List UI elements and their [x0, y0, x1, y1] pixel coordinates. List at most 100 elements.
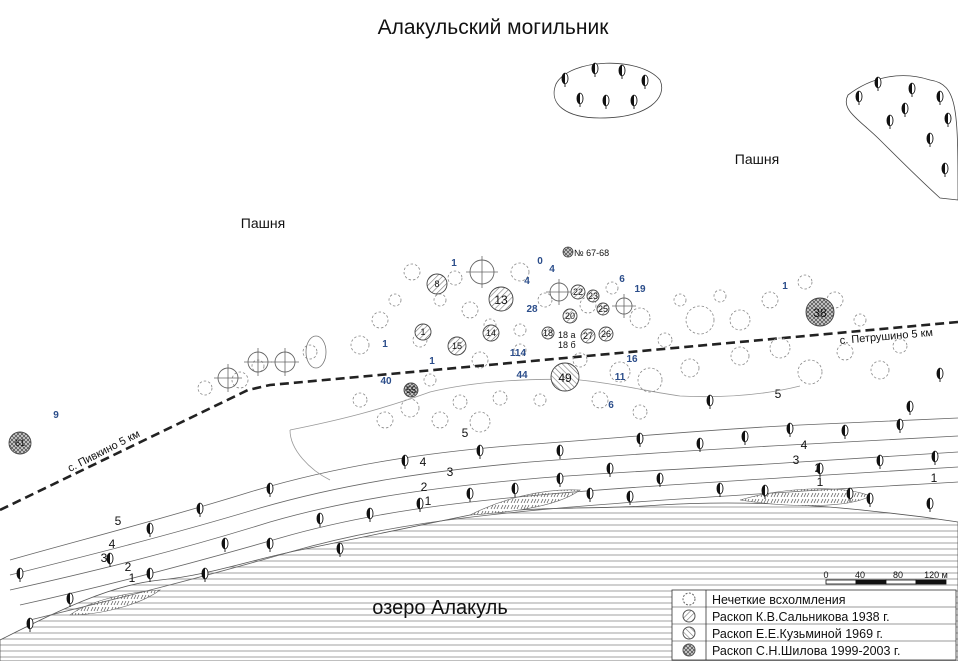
tree-icon [201, 567, 209, 582]
kurgan-marker: 22 [570, 284, 586, 300]
tree-icon [626, 490, 634, 505]
contour-label: 1 [931, 471, 938, 485]
tree-icon [266, 537, 274, 552]
tree-icon [602, 94, 610, 109]
faint-mound [870, 360, 890, 380]
faint-mound [469, 411, 491, 433]
excavation-number: 4 [549, 264, 555, 275]
tree-icon [936, 367, 944, 382]
kurgan-number: 1 [420, 327, 425, 337]
contour-label: 5 [115, 514, 122, 528]
contour-label: 1 [425, 494, 432, 508]
faint-mound [376, 411, 394, 429]
tree-icon [591, 62, 599, 77]
kurgan-number: 25 [598, 304, 608, 314]
tree-icon [416, 497, 424, 512]
tree-icon [618, 64, 626, 79]
scale-tick: 0 [823, 570, 828, 580]
tree-icon [786, 422, 794, 437]
road [0, 320, 958, 512]
faint-mound [513, 323, 527, 337]
tree-icon [874, 76, 882, 91]
tree-icon [196, 502, 204, 517]
kurgan-marker: 55 [403, 382, 419, 398]
excavation-number: 9 [53, 410, 59, 421]
excavation-number: 28 [526, 304, 538, 315]
tree-icon [556, 472, 564, 487]
tree-icon [761, 484, 769, 499]
tree-icon [886, 114, 894, 129]
tree-icon [26, 617, 34, 632]
tree-icon [66, 592, 74, 607]
excavation-number: 1 [382, 339, 388, 350]
map-title: Алакульский могильник [378, 16, 610, 39]
tree-icon [511, 482, 519, 497]
tree-icon [936, 90, 944, 105]
contour-label: 3 [793, 453, 800, 467]
kurgan-number: 27 [583, 331, 593, 341]
faint-mound [431, 411, 449, 429]
faint-mound [231, 371, 249, 389]
tree-icon [901, 102, 909, 117]
faint-mound [680, 358, 700, 378]
tree-icon [656, 472, 664, 487]
tree-icon [931, 450, 939, 465]
tree-icon [606, 462, 614, 477]
excavation-number: 40 [380, 376, 392, 387]
kurgan-marker [562, 246, 574, 258]
mound-marker [466, 256, 498, 288]
excavation-number: 6 [608, 400, 614, 411]
kurgan-marker: 61 [8, 431, 32, 455]
kurgan-marker: 14 [482, 324, 500, 342]
scale-tick: 120 м [924, 570, 948, 580]
kurgan-number: 20 [565, 311, 575, 321]
kurgan-marker: 13 [488, 286, 514, 312]
tree-icon [401, 454, 409, 469]
kurgan-number: 49 [558, 371, 572, 385]
tree-icon [876, 454, 884, 469]
kurgan-sublabel: 18 б [558, 340, 576, 350]
excavation-number: 4 [524, 276, 530, 287]
faint-mound [452, 394, 468, 410]
excavation-number: 16 [626, 354, 638, 365]
tree-icon [556, 444, 564, 459]
kurgan-number: 18 [543, 328, 553, 338]
faint-mound [423, 373, 437, 387]
reed-area [469, 489, 581, 516]
tree-icon [561, 72, 569, 87]
kurgan-number: 8 [434, 279, 439, 289]
scale-tick: 40 [855, 570, 865, 580]
faint-mound [461, 301, 479, 319]
kurgan-marker: 23 [586, 289, 600, 303]
excavation-number: 1 [429, 356, 435, 367]
tree-icon [641, 74, 649, 89]
tree-icon [146, 522, 154, 537]
dashed-circle-icon [682, 592, 696, 606]
excavation-number: 19 [634, 284, 646, 295]
excavation-number: 6 [619, 274, 625, 285]
excavation-number: 1 [782, 281, 788, 292]
faint-mound [388, 293, 402, 307]
faint-mound [510, 262, 530, 282]
tree-icon [716, 482, 724, 497]
faint-mounds-group [197, 256, 908, 433]
faint-mound [761, 291, 779, 309]
faint-mound [797, 359, 823, 385]
kurgan-marker: 49 [550, 362, 580, 392]
excavation-number: 0 [537, 256, 543, 267]
excavation-number: 11 [615, 372, 626, 383]
kurgan-marker: 15 [447, 336, 467, 356]
contour-label: 3 [447, 465, 454, 479]
tree-icon [816, 462, 824, 477]
kurgan-marker: 27 [580, 328, 596, 344]
faint-mound [632, 404, 648, 420]
forest-patch [553, 62, 662, 119]
scale-tick: 80 [893, 570, 903, 580]
reverse-hatched-circle-icon [682, 626, 696, 640]
tree-icon [576, 92, 584, 107]
kurgan-marker: 1 [414, 323, 432, 341]
faint-mound [853, 313, 867, 327]
mound-outline [305, 335, 327, 369]
